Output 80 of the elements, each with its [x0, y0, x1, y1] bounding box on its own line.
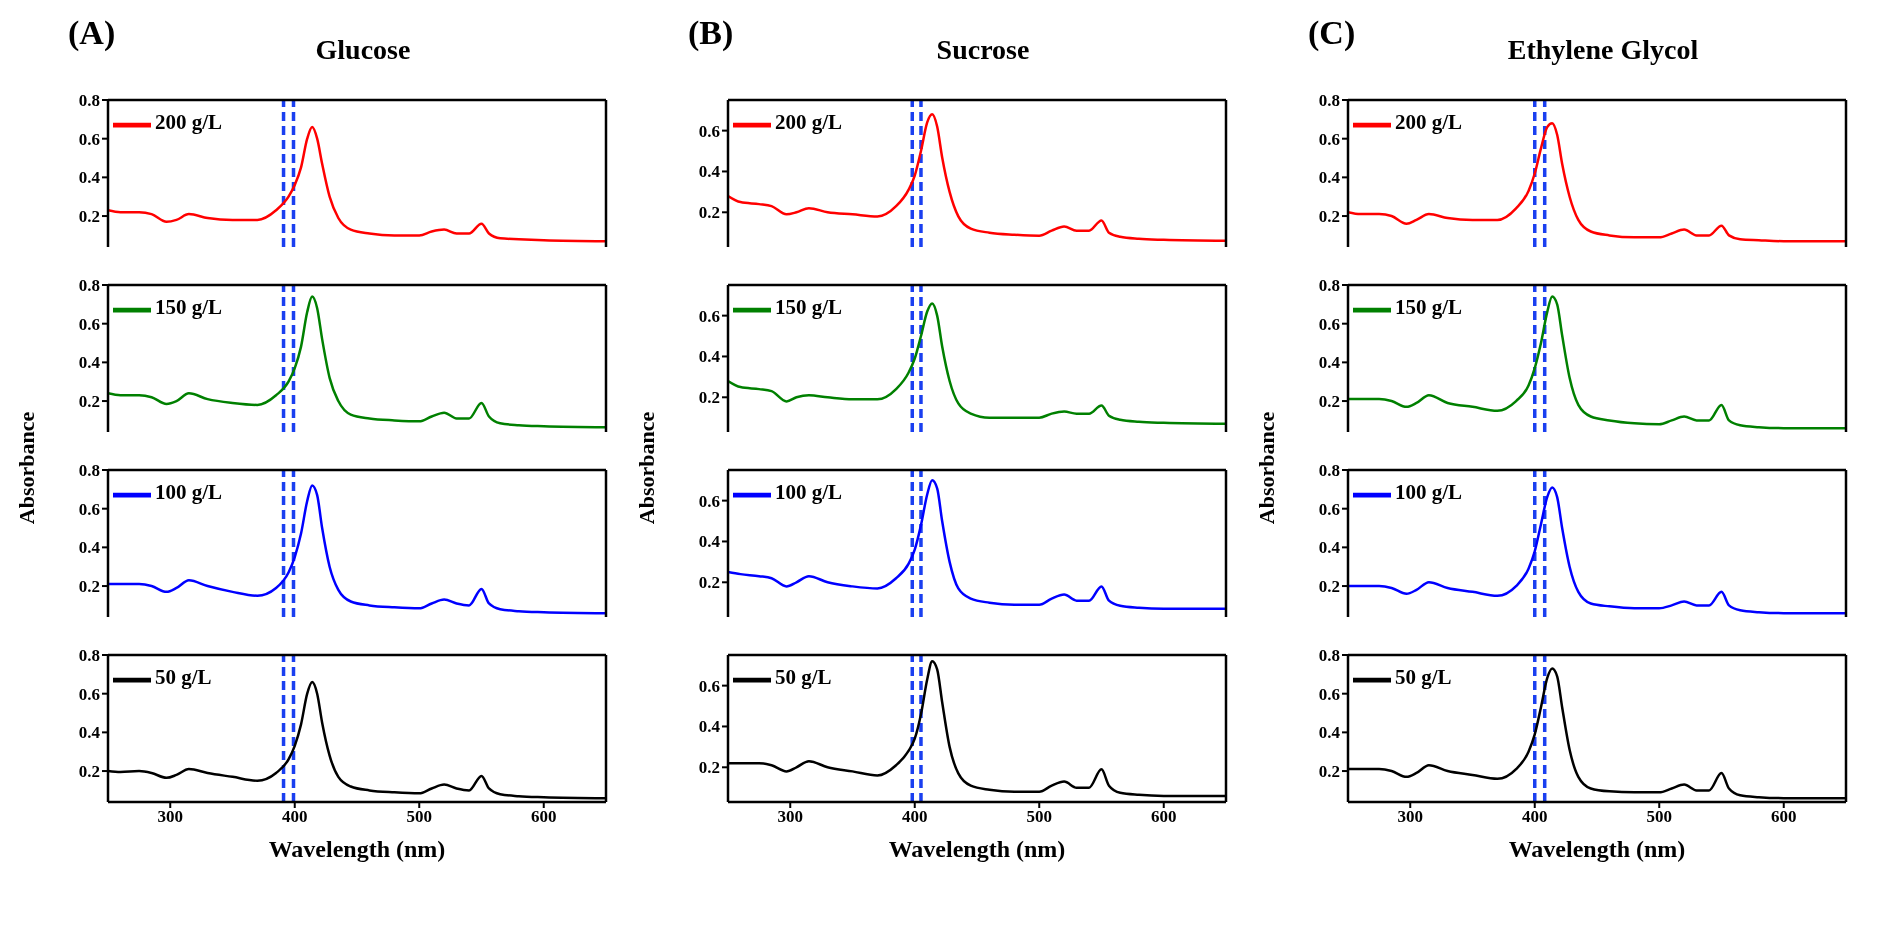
text: (C): [1308, 14, 1356, 52]
x-tick-label: 600: [1151, 807, 1177, 827]
chart-title: Glucose: [315, 34, 411, 65]
chart-title: Sucrose: [935, 34, 1031, 66]
y-tick-label: 0.6: [698, 491, 720, 511]
y-tick-label: 0.8: [1318, 461, 1340, 481]
legend-label: 100 g/L: [155, 479, 223, 504]
y-tick-label: 0.6: [1318, 684, 1340, 704]
legend-label: 200 g/L: [155, 109, 223, 134]
y-tick-label: 0.6: [698, 306, 720, 326]
y-tick-label: 0.6: [698, 121, 720, 141]
y-tick-label: 0.6: [1318, 129, 1340, 149]
y-axis-title: Absorbance: [1254, 411, 1280, 525]
y-tick-label: 0.8: [1318, 276, 1340, 296]
y-tick-label: 0.4: [1318, 538, 1341, 558]
y-tick-label: 0.4: [698, 347, 721, 367]
legend-label: 200 g/L: [775, 109, 843, 134]
legend-label: 150 g/L: [1395, 294, 1463, 319]
y-tick-label: 0.2: [78, 762, 100, 782]
x-tick-label: 600: [531, 807, 557, 827]
legend-label: 150 g/L: [775, 294, 843, 319]
legend-label: 100 g/L: [775, 479, 843, 504]
x-tick-label: 400: [1522, 807, 1548, 827]
text: (A): [68, 14, 116, 52]
y-tick-label: 0.2: [78, 207, 100, 227]
y-axis-title: Absorbance: [634, 411, 660, 525]
y-tick-label: 0.4: [1318, 723, 1341, 743]
y-tick-label: 0.2: [698, 388, 720, 408]
y-tick-label: 0.8: [78, 91, 100, 111]
text: (B): [688, 14, 734, 52]
y-tick-label: 0.2: [698, 758, 720, 778]
y-tick-label: 0.6: [78, 314, 100, 334]
y-tick-label: 0.4: [698, 532, 721, 552]
x-axis-title: Wavelength (nm): [1508, 836, 1686, 862]
x-tick-label: 600: [1771, 807, 1797, 827]
x-tick-label: 500: [1026, 807, 1052, 827]
y-tick-label: 0.4: [78, 168, 101, 188]
y-tick-label: 0.8: [78, 461, 100, 481]
x-tick-label: 400: [282, 807, 308, 827]
x-tick-label: 500: [1646, 807, 1672, 827]
y-tick-label: 0.6: [78, 499, 100, 519]
x-tick-label: 300: [1397, 807, 1423, 827]
y-tick-label: 0.4: [78, 353, 101, 373]
y-tick-label: 0.6: [78, 684, 100, 704]
x-tick-label: 300: [157, 807, 183, 827]
y-tick-label: 0.2: [78, 392, 100, 412]
x-axis-title: Wavelength (nm): [888, 836, 1066, 862]
y-tick-label: 0.4: [78, 723, 101, 743]
x-axis-title: Wavelength (nm): [268, 836, 446, 862]
y-tick-label: 0.4: [698, 162, 721, 182]
y-tick-label: 0.2: [1318, 207, 1340, 227]
legend-label: 50 g/L: [155, 664, 212, 689]
legend-label: 100 g/L: [1395, 479, 1463, 504]
legend-label: 50 g/L: [1395, 664, 1452, 689]
y-tick-label: 0.8: [1318, 91, 1340, 111]
chart-title: Ethylene Glycol: [1507, 34, 1699, 65]
y-tick-label: 0.4: [78, 538, 101, 558]
y-tick-label: 0.8: [78, 276, 100, 296]
legend-label: 150 g/L: [155, 294, 223, 319]
y-tick-label: 0.8: [78, 646, 100, 666]
y-tick-label: 0.2: [78, 577, 100, 597]
y-tick-label: 0.6: [78, 129, 100, 149]
y-tick-label: 0.4: [698, 717, 721, 737]
y-tick-label: 0.6: [698, 676, 720, 696]
legend-label: 50 g/L: [775, 664, 832, 689]
x-tick-label: 300: [777, 807, 803, 827]
y-tick-label: 0.2: [698, 573, 720, 593]
y-tick-label: 0.2: [1318, 762, 1340, 782]
y-tick-label: 0.6: [1318, 499, 1340, 519]
y-tick-label: 0.6: [1318, 314, 1340, 334]
y-tick-label: 0.2: [698, 203, 720, 223]
y-tick-label: 0.2: [1318, 392, 1340, 412]
x-tick-label: 400: [902, 807, 928, 827]
y-tick-label: 0.4: [1318, 353, 1341, 373]
y-tick-label: 0.8: [1318, 646, 1340, 666]
x-tick-label: 500: [406, 807, 432, 827]
legend-label: 200 g/L: [1395, 109, 1463, 134]
y-tick-label: 0.2: [1318, 577, 1340, 597]
y-axis-title: Absorbance: [14, 411, 40, 525]
y-tick-label: 0.4: [1318, 168, 1341, 188]
